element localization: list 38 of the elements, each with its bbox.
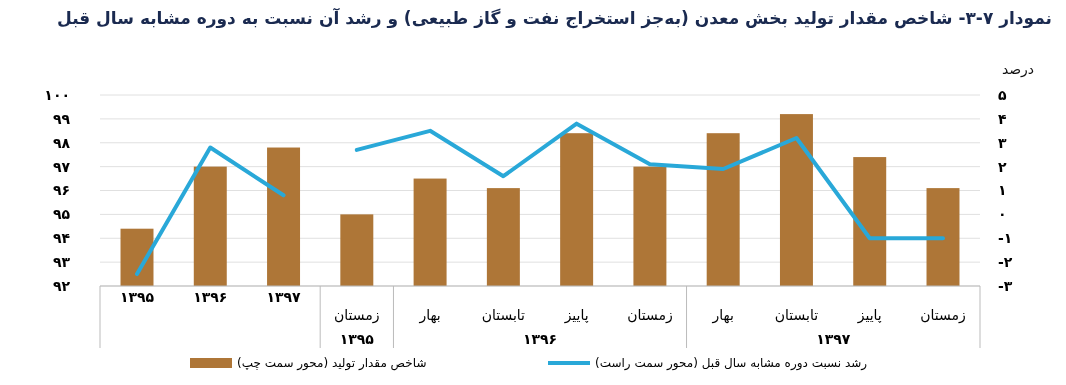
line-series (354, 121, 945, 241)
y-tick-label: ۹۸ (52, 134, 71, 151)
y-tick-label: ۹۷ (52, 158, 71, 175)
text: ۱۳۹۶ (522, 331, 558, 347)
x-tick-label: پاییز (563, 307, 589, 324)
y2-tick-label: -۳ (998, 277, 1013, 294)
y2-axis-title: درصد (1001, 61, 1035, 78)
x-tick-label: پاییز (856, 307, 882, 324)
text: ۱۳۹۵ (339, 331, 375, 347)
x-tick-label: بهار (711, 307, 734, 324)
text: ۱۳۹۷ (816, 331, 851, 347)
y-tick-label: ۹۹ (52, 110, 71, 127)
y2-tick-label: ۰ (998, 206, 1007, 223)
x-tick-label: تابستان (481, 307, 526, 323)
x-tick-label: زمستان (334, 307, 380, 324)
y2-tick-label: -۲ (998, 254, 1013, 271)
legend-label: رشد نسبت دوره مشابه سال قبل (محور سمت راست) (595, 356, 868, 372)
chart-title: نمودار ۷-۳- شاخص مقدار تولید بخش معدن (به‌جز استخراج نفت و گاز طبیعی) و رشد آن نسبت به دوره مشابه سال قبل (56, 7, 1052, 29)
x-tick-label: ۱۳۹۵ (119, 289, 155, 305)
x-tick-label: ۱۳۹۷ (266, 289, 302, 305)
y-tick-label: ۹۳ (52, 254, 71, 271)
y2-tick-label: -۱ (998, 230, 1013, 247)
x-tick-label: زمستان (627, 307, 673, 324)
y2-tick-label: ۲ (998, 158, 1007, 175)
y2-tick-label: ۱ (998, 182, 1007, 199)
x-tick-label: ۱۳۹۶ (193, 289, 228, 305)
x-tick-label: زمستان (920, 307, 966, 324)
y-tick-label: ۱۰۰ (44, 86, 70, 103)
y-tick-label: ۹۲ (52, 277, 71, 294)
y2-tick-label: ۳ (998, 134, 1007, 151)
y-tick-label: ۹۵ (52, 206, 71, 223)
y-tick-label: ۹۶ (52, 182, 70, 199)
y2-tick-label: ۵ (998, 86, 1007, 103)
y-tick-label: ۹۴ (52, 230, 71, 247)
legend-label: شاخص مقدار تولید (محور سمت چپ) (237, 356, 427, 372)
x-tick-label: بهار (418, 307, 441, 324)
x-tick-label: تابستان (774, 307, 819, 323)
y2-tick-label: ۴ (998, 110, 1007, 127)
